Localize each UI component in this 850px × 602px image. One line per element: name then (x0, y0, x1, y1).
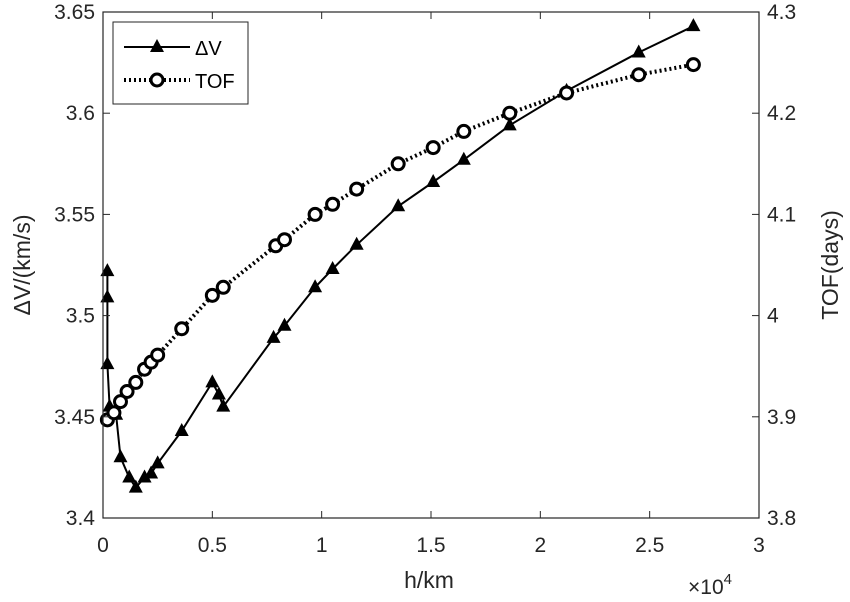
dv-triangle-marker (426, 174, 441, 188)
dv-triangle-marker (456, 151, 471, 165)
y-left-axis-label: ΔV/(km/s) (9, 215, 35, 316)
tof-circle-marker (559, 85, 575, 101)
dv-triangle-marker (277, 317, 292, 331)
dv-triangle-marker (349, 236, 364, 250)
dv-triangle-marker (150, 455, 165, 469)
tof-circle-marker (106, 405, 122, 421)
x-axis-multiplier: ×104 (688, 571, 732, 599)
tof-circle-marker (425, 140, 441, 156)
y-left-tick-label: 3.6 (66, 102, 95, 125)
dv-triangle-marker (144, 465, 159, 479)
y-left-tick-label: 3.45 (54, 406, 95, 429)
dv-triangle-marker (128, 479, 143, 493)
tof-circle-marker (325, 196, 341, 212)
dv-triangle-marker (174, 422, 189, 436)
dv-triangle-marker (211, 386, 226, 400)
dv-triangle-marker (266, 329, 281, 343)
dv-triangle-marker (631, 44, 646, 58)
y-left-tick-label: 3.5 (66, 305, 95, 328)
tof-circle-marker (307, 206, 323, 222)
x-tick-label: 2 (534, 534, 546, 557)
dv-triangle-marker (122, 469, 137, 483)
series-layer (99, 18, 701, 493)
legend: ΔV TOF (112, 21, 249, 105)
tof-circle-marker (276, 232, 292, 248)
x-axis-label: h/km (404, 567, 454, 593)
y-left-tick-label: 3.4 (66, 507, 96, 530)
dv-triangle-marker (205, 374, 220, 388)
y-right-tick-label: 4.2 (767, 102, 796, 125)
x-tick-label: 0.5 (198, 534, 227, 557)
tof-circle-marker (390, 156, 406, 172)
y-right-axis-label: TOF(days) (817, 210, 843, 319)
dv-triangle-marker (216, 398, 231, 412)
y-left-tick-label: 3.65 (54, 1, 95, 24)
dv-triangle-marker (137, 469, 152, 483)
tof-circle-marker (685, 57, 701, 73)
y-right-tick-label: 4 (767, 305, 779, 328)
tof-circle-marker (128, 374, 144, 390)
x-tick-label: 1 (316, 534, 328, 557)
legend-label-dv: ΔV (195, 38, 222, 60)
x-tick-label: 2.5 (635, 534, 664, 557)
tof-circle-marker (215, 279, 231, 295)
tof-circle-marker (631, 67, 647, 83)
legend-box (112, 21, 249, 105)
tof-circle-marker (112, 394, 128, 410)
tof-circle-marker (204, 287, 220, 303)
y-right-tick-label: 4.1 (767, 203, 796, 226)
x-tick-label: 3 (753, 534, 765, 557)
y-left-tick-label: 3.55 (54, 203, 95, 226)
dv-triangle-marker (308, 279, 323, 293)
ticks: 0 0.5 1 1.5 2 2.5 3 3.4 3.45 3.5 3.55 3.6 3.65 3.8 3.9… (54, 1, 796, 557)
dv-triangle-marker (502, 117, 517, 131)
legend-circle-marker-icon (149, 72, 165, 88)
tof-circle-marker (119, 384, 135, 399)
tof-circle-marker (150, 347, 166, 363)
tof-circle-marker (502, 105, 518, 121)
tof-circle-marker (174, 321, 190, 337)
y-right-tick-label: 3.8 (767, 507, 796, 530)
tof-circle-marker (349, 181, 365, 197)
legend-label-tof: TOF (195, 71, 235, 93)
dv-triangle-marker (100, 289, 115, 303)
dv-triangle-marker (100, 263, 115, 277)
dv-triangle-marker (113, 449, 128, 463)
legend-triangle-marker-icon (150, 39, 164, 52)
dv-triangle-marker (391, 198, 406, 212)
series-line-tof (105, 62, 694, 422)
dv-triangle-marker (100, 356, 115, 370)
x-tick-label: 1.5 (416, 534, 445, 557)
x-tick-label: 0 (97, 534, 109, 557)
y-right-tick-label: 4.3 (767, 1, 796, 24)
dv-triangle-marker (686, 18, 701, 32)
dv-triangle-marker (325, 261, 340, 275)
y-right-tick-label: 3.9 (767, 406, 796, 429)
tof-circle-marker (456, 123, 472, 139)
